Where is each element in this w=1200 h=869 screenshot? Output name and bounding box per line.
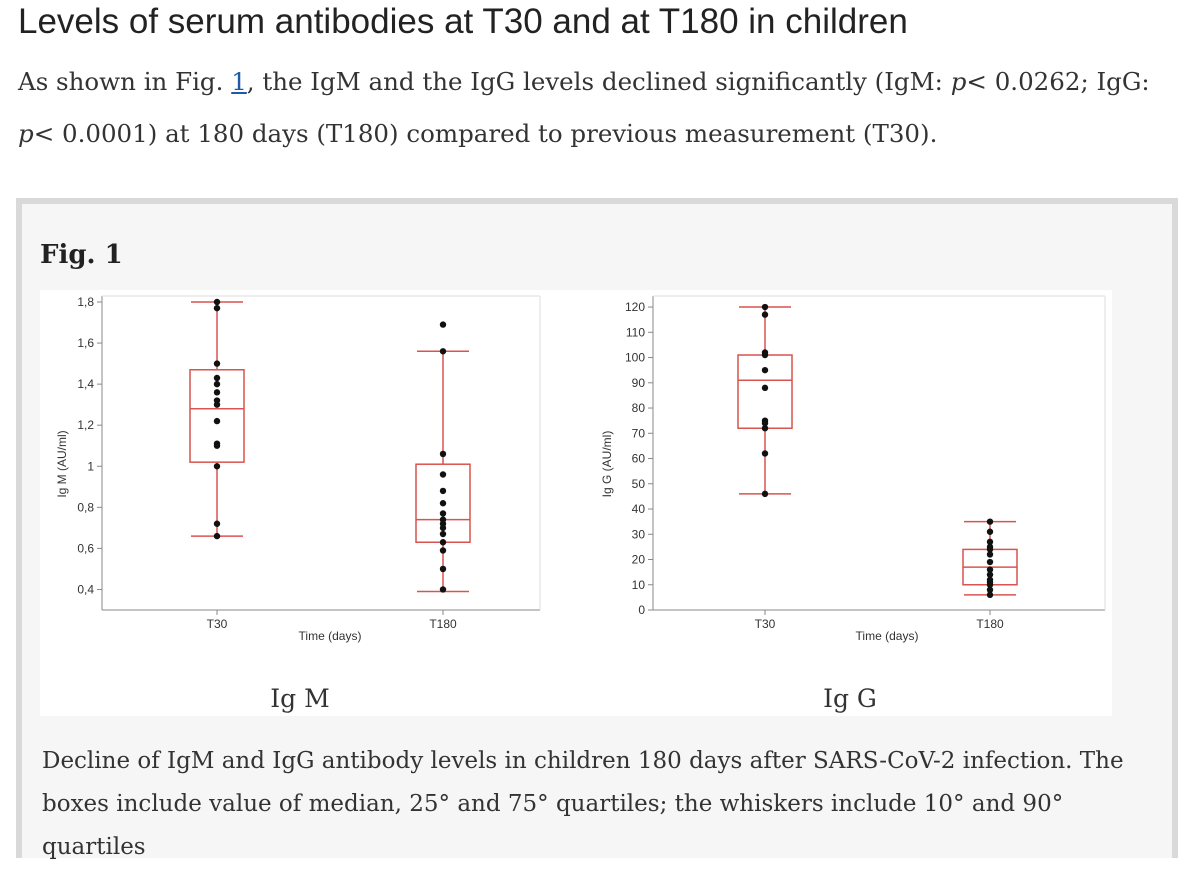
panel-label-igm: Ig M [270, 684, 330, 713]
box-T30 [189, 369, 245, 463]
data-point [761, 366, 769, 374]
x-tick-label: T30 [207, 617, 228, 631]
y-tick-label: 30 [632, 527, 646, 541]
data-point [986, 528, 994, 535]
data-point [761, 311, 769, 318]
data-point [986, 586, 994, 594]
data-point [986, 551, 994, 558]
figure-title: Fig. 1 [40, 240, 123, 270]
data-point [213, 520, 221, 527]
section-heading: Levels of serum antibodies at T30 and at… [18, 2, 908, 41]
data-point [439, 348, 447, 355]
intro-text-4: < 0.0001) at 180 days (T180) compared to… [33, 119, 938, 148]
data-point [761, 419, 769, 427]
y-tick-label: 1 [87, 459, 94, 473]
x-axis-label: Time (days) [856, 629, 919, 643]
data-point [213, 401, 221, 408]
data-point [213, 417, 221, 425]
y-tick-label: 120 [625, 300, 645, 314]
y-tick-label: 40 [632, 502, 646, 516]
intro-paragraph: As shown in Fig. 1, the IgM and the IgG … [18, 56, 1188, 160]
y-tick-label: 10 [632, 578, 646, 592]
y-tick-label: 0 [638, 603, 645, 617]
igg-chart: 0 10 20 30 40 50 60 70 80 90 100 110 120 Ig G (AU/ml)… [600, 295, 1106, 643]
y-tick-label: 70 [632, 426, 646, 440]
data-point [439, 510, 447, 517]
data-point [213, 360, 221, 367]
data-point [761, 351, 769, 359]
y-tick-label: 1,4 [77, 377, 94, 391]
data-point [439, 487, 447, 495]
data-point [986, 518, 994, 525]
x-tick-label: T180 [429, 617, 457, 631]
data-point [439, 530, 447, 538]
data-point [213, 389, 221, 396]
y-tick-label: 0,4 [77, 582, 94, 596]
y-tick-label: 60 [632, 452, 646, 466]
x-axis-label: Time (days) [299, 629, 362, 643]
data-point [986, 546, 994, 553]
y-tick-label: 1,2 [77, 418, 94, 432]
p-symbol: p [950, 67, 967, 96]
y-tick-label: 20 [632, 553, 646, 567]
data-point [213, 380, 221, 388]
data-point [761, 303, 769, 311]
data-point [986, 591, 994, 599]
data-point [439, 471, 447, 478]
data-point [439, 547, 447, 554]
y-axis-label: Ig M (AU/ml) [55, 430, 69, 497]
data-point [213, 304, 221, 312]
intro-text-2: , the IgM and the IgG levels declined si… [246, 67, 951, 96]
panel-label-igg: Ig G [823, 684, 877, 713]
data-point [761, 450, 769, 457]
data-point [761, 384, 769, 392]
data-point [761, 490, 769, 498]
data-point [986, 538, 994, 546]
y-tick-label: 90 [632, 376, 646, 390]
data-point [213, 298, 221, 306]
data-point [439, 524, 447, 532]
data-point [439, 500, 447, 507]
data-point [439, 450, 447, 458]
intro-text-3: < 0.0262; IgG: [966, 67, 1150, 96]
x-tick-label: T30 [755, 617, 776, 631]
data-point [761, 425, 769, 432]
y-tick-label: 0,8 [77, 500, 94, 514]
data-point [213, 374, 221, 382]
x-tick-label: T180 [976, 617, 1004, 631]
data-point [213, 463, 221, 470]
y-tick-label: 110 [626, 325, 645, 339]
data-point [439, 539, 447, 546]
p-symbol: p [18, 119, 34, 148]
y-tick-label: 1,8 [77, 295, 94, 309]
data-point [213, 532, 221, 540]
y-tick-label: 50 [632, 477, 646, 491]
y-tick-label: 1,6 [77, 336, 94, 350]
fig-1-link[interactable]: 1 [231, 67, 247, 96]
igm-chart: 0,4 0,6 0,8 1 1,2 1,4 1,6 1,8 Ig M (AU/ml) T30 T18… [55, 295, 541, 643]
y-tick-label: 100 [625, 351, 645, 365]
y-tick-label: 0,6 [77, 541, 94, 555]
data-point [986, 558, 994, 566]
data-point [986, 566, 994, 573]
y-axis-label: Ig G (AU/ml) [600, 431, 614, 498]
y-tick-label: 80 [632, 401, 646, 415]
data-point [986, 571, 994, 578]
data-point [986, 581, 994, 588]
intro-text-1: As shown in Fig. [18, 67, 232, 96]
data-point [213, 442, 221, 449]
figure-caption: Decline of IgM and IgG antibody levels i… [42, 748, 1124, 860]
box-T30 [737, 354, 793, 429]
data-point [439, 565, 447, 573]
data-point [439, 586, 447, 593]
data-point [439, 321, 447, 328]
